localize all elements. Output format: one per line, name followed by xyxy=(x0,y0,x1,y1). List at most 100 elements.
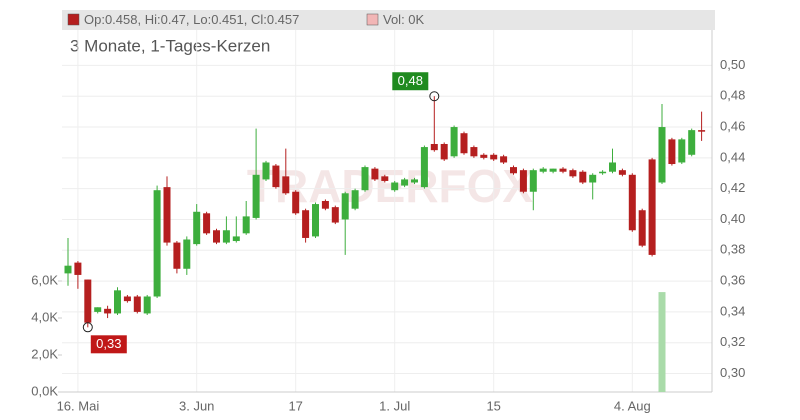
annotation-label: 0,48 xyxy=(398,73,423,88)
candle-body xyxy=(628,174,636,231)
candle-body xyxy=(668,139,676,165)
annotation-box xyxy=(90,335,127,354)
candle-body xyxy=(272,165,280,188)
candle-body xyxy=(282,176,290,194)
candle-body xyxy=(500,156,508,163)
candle-body xyxy=(549,168,557,172)
candle-body xyxy=(74,262,82,275)
legend-ohlc: Op:0.458, Hi:0.47, Lo:0.451, Cl:0.457 xyxy=(84,12,299,27)
y-tick-label: 0,32 xyxy=(720,334,745,349)
candle-body xyxy=(609,162,616,172)
candle-body xyxy=(242,216,250,234)
candle-body xyxy=(460,133,468,154)
legend-volume: Vol: 0K xyxy=(383,12,425,27)
candle-body xyxy=(381,176,389,181)
candle-body xyxy=(450,127,458,157)
y-tick-label: 0,46 xyxy=(720,118,745,133)
x-tick-label: 16. Mai xyxy=(57,398,100,413)
candle-body xyxy=(351,190,359,209)
candle-body xyxy=(153,190,161,297)
candle-body xyxy=(698,130,706,132)
y-tick-label: 0,38 xyxy=(720,242,745,257)
x-tick-label: 3. Jun xyxy=(179,398,214,413)
candle-body xyxy=(143,296,151,314)
candle-body xyxy=(569,170,577,177)
candle-body xyxy=(203,213,211,234)
candle-body xyxy=(193,211,201,245)
candle-body xyxy=(490,154,498,160)
y-tick-label: 0,36 xyxy=(720,273,745,288)
y2-tick-label: 6,0K xyxy=(31,272,58,287)
candle-body xyxy=(678,139,686,163)
candle-body xyxy=(638,210,646,246)
y-tick-label: 0,50 xyxy=(720,57,745,72)
candle-body xyxy=(599,171,607,174)
candle-body xyxy=(292,191,300,214)
candle-body xyxy=(213,230,220,243)
legend-swatch xyxy=(366,13,379,26)
candle-body xyxy=(470,147,478,157)
candle-body xyxy=(183,239,191,269)
y-tick-label: 0,48 xyxy=(720,88,745,103)
candle-body xyxy=(539,168,547,172)
candle-body xyxy=(321,200,329,209)
y2-tick-label: 2,0K xyxy=(31,346,58,361)
candle-body xyxy=(529,170,537,192)
candle-body xyxy=(401,179,409,186)
y2-tick-label: 0,0K xyxy=(31,383,58,398)
candle-body xyxy=(440,143,448,160)
annotation-label: 0,33 xyxy=(96,336,121,351)
candle-body xyxy=(262,162,270,180)
x-tick-label: 1. Jul xyxy=(379,398,410,413)
candle-body xyxy=(133,296,141,312)
y-tick-label: 0,40 xyxy=(720,211,745,226)
candle-body xyxy=(252,174,260,218)
candle-body xyxy=(411,179,418,183)
candle-body xyxy=(64,265,72,274)
candle-body xyxy=(579,171,587,183)
annotation-box xyxy=(392,72,429,91)
candle-body xyxy=(123,296,131,302)
x-tick-label: 17 xyxy=(288,398,302,413)
candle-body xyxy=(519,170,527,192)
candle-body xyxy=(84,279,92,323)
candle-body xyxy=(559,168,567,172)
candle-body xyxy=(163,187,171,243)
y-tick-label: 0,30 xyxy=(720,365,745,380)
x-tick-label: 15 xyxy=(486,398,500,413)
candle-body xyxy=(173,242,181,269)
candle-body xyxy=(94,307,102,312)
candle-body xyxy=(430,143,438,151)
candle-body xyxy=(688,130,696,155)
candle-body xyxy=(232,236,240,242)
volume-bar xyxy=(658,292,666,392)
y2-tick-label: 4,0K xyxy=(31,309,58,324)
annotation-marker xyxy=(82,322,93,333)
y-tick-label: 0,44 xyxy=(720,149,745,164)
candle-body xyxy=(510,167,517,174)
candle-body xyxy=(331,207,339,223)
candle-body xyxy=(658,127,666,183)
candle-body xyxy=(114,290,121,314)
candle-body xyxy=(589,174,597,183)
candle-body xyxy=(371,168,379,180)
candle-body xyxy=(391,182,399,191)
annotation-marker xyxy=(429,91,440,102)
watermark: TRADERFOX xyxy=(247,160,534,212)
candle-body xyxy=(480,154,488,158)
candle-body xyxy=(302,210,310,238)
candle-body xyxy=(618,170,626,175)
candle-body xyxy=(648,159,656,255)
legend-bar xyxy=(62,10,715,30)
candle-body xyxy=(104,308,112,314)
candle-body xyxy=(222,230,230,243)
y-tick-label: 0,34 xyxy=(720,303,745,318)
legend-swatch xyxy=(67,13,80,26)
x-tick-label: 4. Aug xyxy=(614,398,651,413)
candle-body xyxy=(312,204,319,237)
subtitle: 3 Monate, 1-Tages-Kerzen xyxy=(70,36,270,55)
candle-body xyxy=(361,167,369,191)
candle-body xyxy=(341,193,349,220)
y-tick-label: 0,42 xyxy=(720,180,745,195)
